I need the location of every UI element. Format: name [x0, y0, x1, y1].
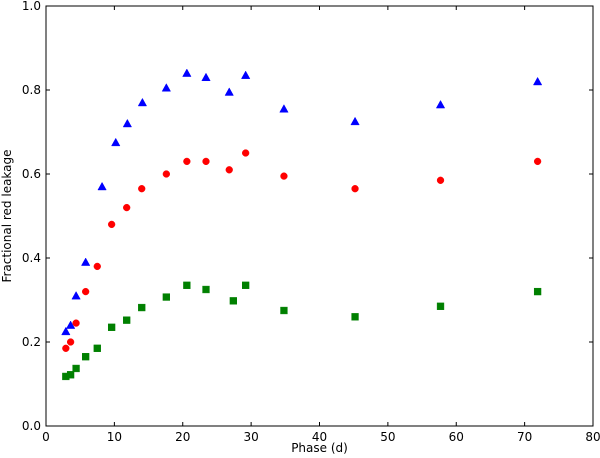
square-point	[162, 293, 170, 301]
x-tick-label: 70	[517, 430, 532, 444]
y-tick-label: 0.0	[22, 419, 41, 433]
square-point	[72, 364, 80, 373]
circle-point	[280, 172, 288, 180]
y-tick-label: 0.2	[22, 335, 41, 349]
x-tick-label: 60	[449, 430, 464, 444]
square-point	[351, 313, 359, 321]
x-tick-label: 10	[107, 430, 122, 444]
x-tick-label: 50	[380, 430, 395, 444]
circle-point	[72, 319, 80, 327]
y-tick-label: 0.8	[22, 83, 41, 97]
triangle-point	[137, 97, 148, 107]
circle-point	[351, 185, 359, 193]
circle-point	[123, 203, 131, 212]
triangle-point	[81, 257, 91, 266]
square-point	[229, 297, 237, 305]
square-point	[66, 371, 75, 379]
y-axis-title: Fractional red leakage	[0, 149, 14, 282]
y-tick-label: 1.0	[22, 0, 41, 13]
x-tick-label: 20	[175, 430, 190, 444]
triangle-point	[122, 118, 132, 128]
triangle-point	[435, 99, 446, 109]
square-point	[242, 281, 250, 289]
triangle-point	[182, 68, 192, 77]
x-tick-label: 40	[312, 430, 327, 444]
square-point	[82, 353, 90, 361]
circle-point	[82, 287, 90, 296]
square-point	[93, 344, 101, 352]
x-axis-title: Phase (d)	[291, 441, 348, 455]
y-tick-label: 0.4	[22, 251, 41, 265]
axes: 0 10 20 30 40 50 60 70 80 0.0 0.2 0.4 0.6 0.8 1.0	[22, 0, 600, 444]
triangle-point	[65, 320, 76, 329]
triangle-point	[111, 137, 121, 147]
x-tick-label: 0	[42, 430, 50, 444]
circle-point	[138, 185, 146, 193]
square-point	[280, 306, 288, 315]
triangle-point	[201, 72, 211, 82]
square-point	[107, 323, 116, 331]
circle-point	[533, 157, 542, 166]
triangle-point	[61, 326, 71, 336]
square-point	[202, 285, 210, 294]
triangle-point	[279, 104, 289, 113]
square-point	[123, 316, 131, 324]
triangle-point	[161, 83, 171, 92]
triangle-point	[224, 87, 234, 96]
circle-point	[93, 262, 101, 271]
triangle-point	[71, 291, 81, 300]
square-point	[533, 287, 542, 296]
circle-point	[162, 170, 170, 178]
square-point	[138, 303, 146, 312]
square-point	[183, 281, 191, 289]
data-points	[61, 68, 543, 381]
circle-point	[242, 149, 250, 157]
triangle-point	[97, 181, 107, 191]
triangle-point	[241, 70, 251, 79]
circle-point	[66, 338, 75, 346]
square-point	[436, 302, 445, 310]
circle-point	[225, 166, 233, 174]
triangle-point	[350, 116, 360, 126]
x-tick-label: 30	[243, 430, 258, 444]
x-tick-label: 80	[585, 430, 600, 444]
y-tick-label: 0.6	[22, 167, 41, 181]
circle-point	[107, 220, 116, 229]
circle-point	[202, 157, 210, 166]
circle-point	[436, 176, 445, 184]
triangle-point	[532, 76, 543, 86]
circle-point	[62, 344, 70, 352]
circle-point	[183, 157, 191, 166]
